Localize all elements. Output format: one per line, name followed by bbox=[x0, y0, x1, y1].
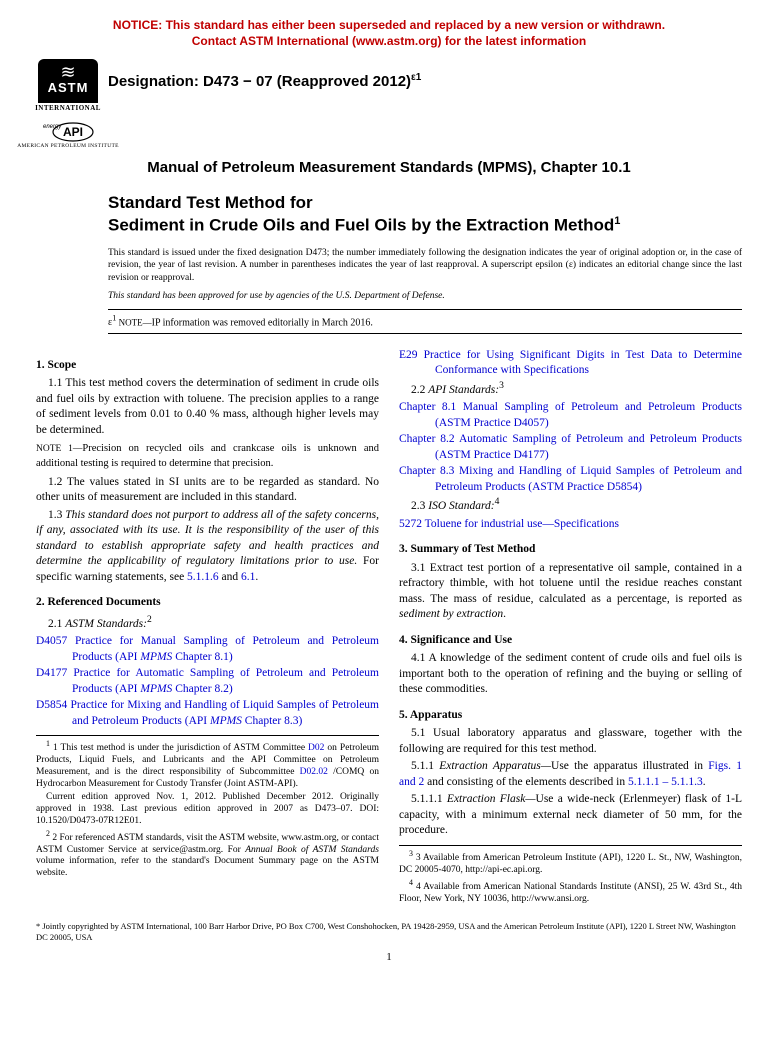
link-e29[interactable]: E29 bbox=[399, 349, 418, 361]
footnote-3: 3 3 Available from American Petroleum In… bbox=[399, 849, 742, 877]
supersession-notice: NOTICE: This standard has either been su… bbox=[36, 18, 742, 49]
link-d0202[interactable]: D02.02 bbox=[300, 767, 328, 777]
link-5116[interactable]: 5.1.1.6 bbox=[187, 571, 219, 583]
note-1-text: Precision on recycled oils and crankcase… bbox=[36, 443, 379, 468]
title-line-2: Sediment in Crude Oils and Fuel Oils by … bbox=[108, 216, 614, 235]
ref-iso5272: 5272 Toluene for industrial use—Specific… bbox=[399, 517, 742, 533]
link-d4057[interactable]: D4057 bbox=[36, 635, 67, 647]
sig-heading: 4. Significance and Use bbox=[399, 633, 742, 649]
notice-line-2: Contact ASTM International (www.astm.org… bbox=[192, 34, 586, 48]
international-label: INTERNATIONAL bbox=[35, 104, 101, 113]
astm-wave-icon: ≋ bbox=[60, 66, 75, 79]
link-d4177[interactable]: D4177 bbox=[36, 667, 67, 679]
designation-sup: ε1 bbox=[411, 72, 421, 83]
refdocs-2-2: 2.2 API Standards:3 bbox=[399, 380, 742, 398]
notice-line-1: NOTICE: This standard has either been su… bbox=[113, 18, 665, 32]
app-5-1: 5.1 Usual laboratory apparatus and glass… bbox=[399, 726, 742, 757]
note-1: NOTE 1—Precision on recycled oils and cr… bbox=[36, 442, 379, 470]
scope-1-2: 1.2 The values stated in SI units are to… bbox=[36, 475, 379, 506]
page-number: 1 bbox=[36, 950, 742, 965]
svg-text:API: API bbox=[63, 125, 83, 139]
footnote-2: 2 2 For referenced ASTM standards, visit… bbox=[36, 829, 379, 881]
ref-c82: Chapter 8.2 Automatic Sampling of Petrol… bbox=[399, 432, 742, 463]
epsilon-label: NOTE— bbox=[116, 317, 151, 327]
summary-heading: 3. Summary of Test Method bbox=[399, 542, 742, 558]
ref-c83: Chapter 8.3 Mixing and Handling of Liqui… bbox=[399, 464, 742, 495]
api-logo: energy API bbox=[41, 120, 95, 142]
title-line-1: Standard Test Method for bbox=[108, 193, 313, 212]
link-d4177b[interactable]: D4177 bbox=[514, 449, 545, 461]
ref-d5854: D5854 Practice for Mixing and Handling o… bbox=[36, 698, 379, 729]
sig-4-1: 4.1 A knowledge of the sediment content … bbox=[399, 651, 742, 698]
astm-logo: ≋ ASTM bbox=[38, 59, 98, 103]
body-columns: 1. Scope 1.1 This test method covers the… bbox=[36, 348, 742, 907]
footnote-1b: Current edition approved Nov. 1, 2012. P… bbox=[36, 792, 379, 828]
scope-1-1: 1.1 This test method covers the determin… bbox=[36, 376, 379, 438]
epsilon-note: ε1 NOTE—IP information was removed edito… bbox=[108, 309, 742, 334]
designation-text: Designation: D473 − 07 (Reapproved 2012) bbox=[108, 73, 411, 90]
ref-e29: E29 Practice for Using Significant Digit… bbox=[399, 348, 742, 379]
link-d5854b[interactable]: D5854 bbox=[607, 481, 638, 493]
app-heading: 5. Apparatus bbox=[399, 708, 742, 724]
ref-d4057: D4057 Practice for Manual Sampling of Pe… bbox=[36, 634, 379, 665]
header-row: ≋ ASTM INTERNATIONAL energy API AMERICAN… bbox=[36, 59, 742, 150]
dod-approval: This standard has been approved for use … bbox=[108, 290, 742, 303]
note-1-label: NOTE 1— bbox=[36, 444, 82, 454]
refdocs-2-1: 2.1 ASTM Standards:2 bbox=[36, 614, 379, 632]
logo-column: ≋ ASTM INTERNATIONAL energy API AMERICAN… bbox=[36, 59, 100, 150]
document-title: Standard Test Method for Sediment in Cru… bbox=[108, 192, 742, 237]
api-subtitle: AMERICAN PETROLEUM INSTITUTE bbox=[17, 143, 119, 150]
link-d4057b[interactable]: D4057 bbox=[514, 417, 545, 429]
astm-logo-text: ASTM bbox=[48, 79, 89, 97]
copyright: * Jointly copyrighted by ASTM Internatio… bbox=[36, 921, 742, 944]
link-5272[interactable]: 5272 bbox=[399, 518, 422, 530]
footnote-4: 4 4 Available from American National Sta… bbox=[399, 878, 742, 906]
scope-heading: 1. Scope bbox=[36, 358, 379, 374]
footnote-1: 1 1 This test method is under the jurisd… bbox=[36, 739, 379, 791]
ref-c81: Chapter 8.1 Manual Sampling of Petroleum… bbox=[399, 400, 742, 431]
link-51113[interactable]: 5.1.1.1 – 5.1.1.3 bbox=[628, 776, 703, 788]
link-d5854[interactable]: D5854 bbox=[36, 699, 67, 711]
ref-d4177: D4177 Practice for Automatic Sampling of… bbox=[36, 666, 379, 697]
epsilon-text: IP information was removed editorially i… bbox=[152, 317, 373, 328]
refdocs-2-3: 2.3 ISO Standard:4 bbox=[399, 496, 742, 514]
scope-1-3: 1.3 This standard does not purport to ad… bbox=[36, 508, 379, 586]
summary-3-1: 3.1 Extract test portion of a representa… bbox=[399, 561, 742, 623]
link-61[interactable]: 6.1 bbox=[241, 571, 255, 583]
document-title-block: Standard Test Method for Sediment in Cru… bbox=[108, 192, 742, 237]
refdocs-heading: 2. Referenced Documents bbox=[36, 595, 379, 611]
link-d02[interactable]: D02 bbox=[308, 743, 324, 753]
title-sup: 1 bbox=[614, 215, 620, 227]
designation: Designation: D473 − 07 (Reapproved 2012)… bbox=[108, 59, 421, 92]
footnotes-right: 3 3 Available from American Petroleum In… bbox=[399, 845, 742, 906]
app-5-1-1-1: 5.1.1.1 Extraction Flask—Use a wide-neck… bbox=[399, 792, 742, 839]
issuance-paragraph: This standard is issued under the fixed … bbox=[108, 247, 742, 284]
app-5-1-1: 5.1.1 Extraction Apparatus—Use the appar… bbox=[399, 759, 742, 790]
footnotes-left: 1 1 This test method is under the jurisd… bbox=[36, 735, 379, 880]
manual-title: Manual of Petroleum Measurement Standard… bbox=[36, 158, 742, 178]
